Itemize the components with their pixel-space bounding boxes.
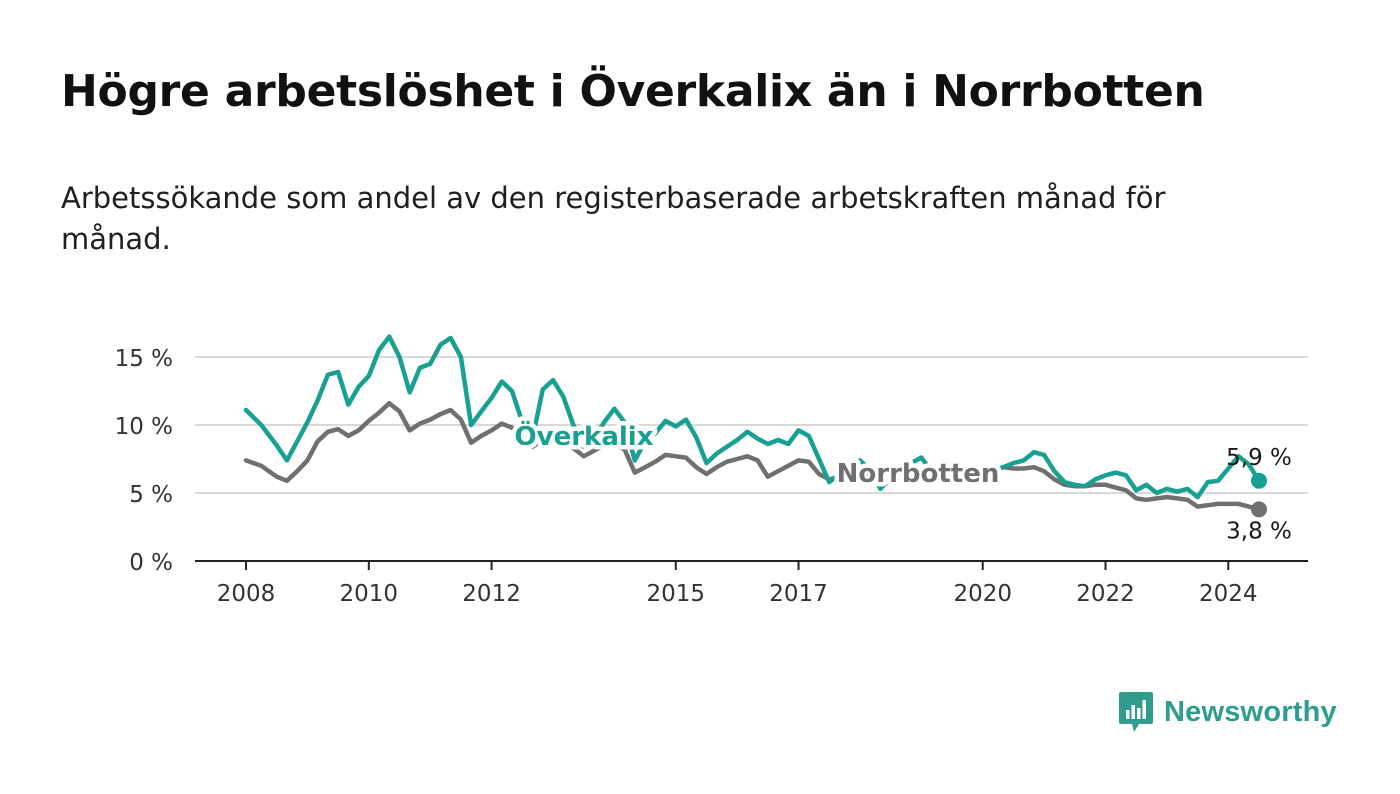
- end-point-marker: [1251, 501, 1267, 518]
- x-tick-label: 2008: [217, 581, 276, 607]
- axes: 0 % 5 % 10 % 15 % 2008 2010 2012 2015 2017 2020 20…: [115, 346, 1308, 607]
- y-tick-label: 0 %: [129, 550, 173, 576]
- series-label-norrbotten: Norrbotten: [837, 459, 1000, 489]
- newsworthy-logo: Newsworthy: [1118, 690, 1337, 734]
- series-label-overkalix-halo: Överkalix: [515, 419, 654, 452]
- y-tick-label: 15 %: [115, 346, 173, 372]
- chart-title: Högre arbetslöshet i Överkalix än i Norr…: [61, 66, 1205, 117]
- x-tick-label: 2012: [462, 581, 521, 607]
- gridlines: [195, 356, 1308, 494]
- series-label-norrbotten-halo: Norrbotten: [837, 459, 1000, 489]
- y-tick-label: 5 %: [129, 482, 173, 508]
- end-point-marker: [1251, 472, 1267, 489]
- chart-subtitle: Arbetssökande som andel av den registerb…: [61, 181, 1166, 256]
- series-labels: ÖverkalixÖverkalixNorrbottenNorrbotten5,…: [510, 415, 1292, 545]
- end-value-label: 5,9 %: [1226, 445, 1292, 471]
- x-tick-label: 2017: [769, 581, 828, 607]
- x-tick-label: 2010: [340, 581, 399, 607]
- series-lines: [243, 334, 1267, 518]
- brand-name: Newsworthy: [1164, 695, 1337, 728]
- bar-chart-icon: [1119, 692, 1153, 732]
- x-tick-label: 2015: [646, 581, 705, 607]
- x-tick-label: 2020: [953, 581, 1012, 607]
- x-tick-label: 2022: [1076, 581, 1135, 607]
- y-tick-label: 10 %: [115, 414, 173, 440]
- series-line-overkalix: [243, 334, 1262, 500]
- series-label-overkalix: Överkalix: [515, 419, 654, 452]
- end-value-label: 3,8 %: [1226, 518, 1292, 544]
- x-tick-label: 2024: [1199, 581, 1258, 607]
- series-line-norrbotten: [243, 400, 1262, 512]
